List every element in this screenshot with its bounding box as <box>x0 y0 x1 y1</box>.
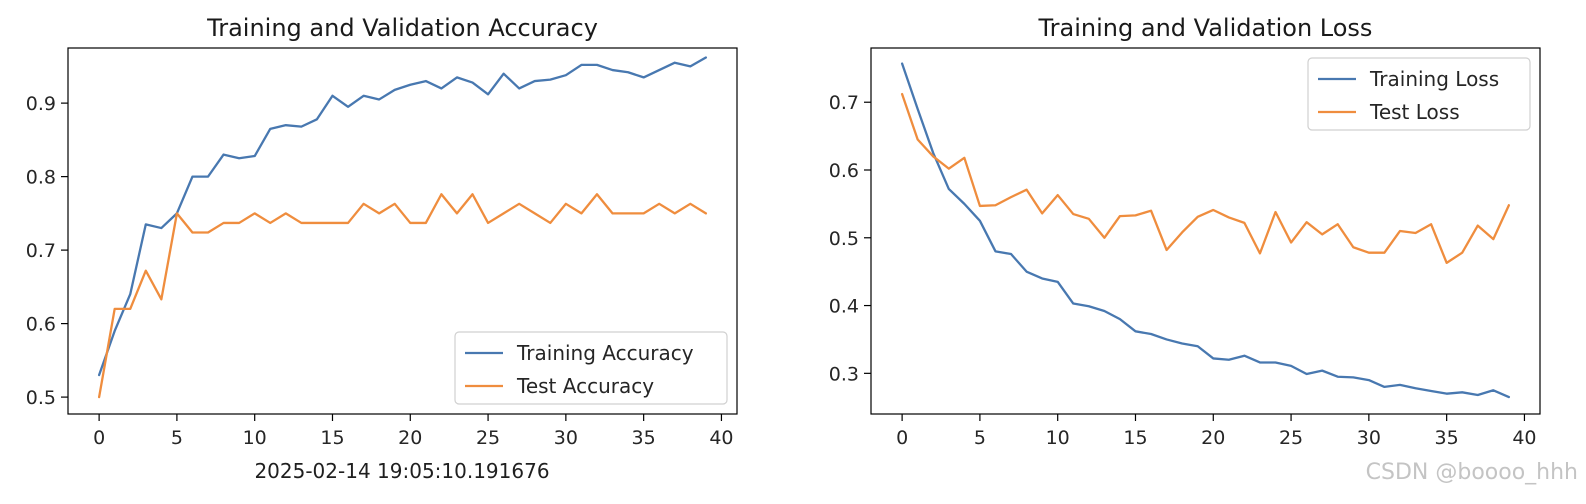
series-line-test <box>97 193 708 399</box>
x-tick-label: 15 <box>320 427 344 449</box>
legend-box <box>1307 57 1531 131</box>
y-tick-label: 0.6 <box>26 314 56 336</box>
x-tick-label: 0 <box>93 427 105 449</box>
y-tick-label: 0.6 <box>829 160 859 182</box>
x-tick-label: 25 <box>1279 427 1303 449</box>
x-tick-label: 10 <box>243 427 267 449</box>
x-tick-label: 35 <box>632 427 656 449</box>
chart-title: Training and Validation Loss <box>1038 14 1373 42</box>
y-tick-label: 0.7 <box>26 240 56 262</box>
y-tick-label: 0.8 <box>26 167 56 189</box>
y-tick-label: 0.5 <box>829 228 859 250</box>
series-line-test <box>900 92 1511 265</box>
x-tick-label: 5 <box>974 427 986 449</box>
watermark: CSDN @boooo_hhh <box>1366 460 1578 485</box>
timestamp-footnote: 2025-02-14 19:05:10.191676 <box>254 459 549 483</box>
legend-box <box>454 331 728 405</box>
accuracy-chart: Training and Validation Accuracy 0 5 10 15 20… <box>26 14 738 449</box>
x-tick-label: 5 <box>171 427 183 449</box>
legend-label: Test Accuracy <box>516 374 654 398</box>
y-tick-label: 0.9 <box>26 93 56 115</box>
x-tick-label: 25 <box>476 427 500 449</box>
x-tick-label: 40 <box>1512 427 1536 449</box>
x-tick-label: 35 <box>1435 427 1459 449</box>
series-line-training <box>900 62 1511 399</box>
x-tick-label: 20 <box>1201 427 1225 449</box>
chart-title: Training and Validation Accuracy <box>206 14 598 42</box>
legend-label: Test Loss <box>1369 100 1460 124</box>
x-tick-label: 15 <box>1123 427 1147 449</box>
legend: Training Accuracy Test Accuracy <box>454 331 728 405</box>
y-tick-label: 0.3 <box>829 363 859 385</box>
y-tick-label: 0.5 <box>26 387 56 409</box>
x-tick-label: 10 <box>1046 427 1070 449</box>
legend: Training Loss Test Loss <box>1307 57 1531 131</box>
x-tick-label: 20 <box>398 427 422 449</box>
y-tick-label: 0.4 <box>829 296 859 318</box>
plot-frame <box>870 47 1541 415</box>
x-tick-label: 30 <box>1357 427 1381 449</box>
x-tick-label: 30 <box>554 427 578 449</box>
x-tick-label: 40 <box>709 427 733 449</box>
x-tick-label: 0 <box>896 427 908 449</box>
legend-label: Training Loss <box>1369 67 1499 91</box>
plot-frame <box>67 47 738 415</box>
series-line-training <box>97 56 708 377</box>
loss-chart: Training and Validation Loss 0 5 10 15 20 25 30… <box>829 14 1541 449</box>
y-tick-label: 0.7 <box>829 92 859 114</box>
legend-label: Training Accuracy <box>516 341 694 365</box>
